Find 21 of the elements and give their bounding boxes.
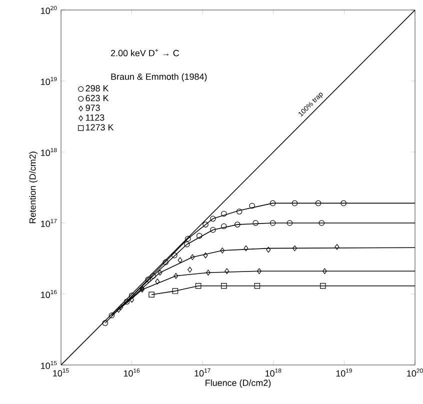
x-tick-label: 10$^{20}$ <box>407 368 423 377</box>
legend-label: 623 K <box>86 94 109 102</box>
y-tick-label: 10$^{19}$ <box>41 76 57 86</box>
legend-label: 1273 K <box>86 124 114 131</box>
x-tick-label: 10$^{15}$ <box>53 368 69 377</box>
y-tick-label: 10$^{15}$ <box>41 360 57 369</box>
x-tick-label: 10$^{17}$ <box>194 368 210 377</box>
legend-label: 298 K <box>86 85 109 92</box>
y-axis-title: Retention (D/cm2) <box>29 152 38 224</box>
x-tick-label: 10$^{18}$ <box>266 368 282 377</box>
x-tick-label: 10$^{19}$ <box>336 368 352 377</box>
x-axis-title: Fluence (D/cm2) <box>206 379 271 388</box>
x-tick-label: 10$^{16}$ <box>124 368 140 377</box>
y-tick-label: 10$^{17}$ <box>41 218 57 227</box>
y-tick-label: 10$^{18}$ <box>41 148 57 156</box>
y-tick-label: 10$^{20}$ <box>41 6 57 14</box>
legend-label: 1123 <box>86 114 104 121</box>
annotation: 2.00 keV D$^{+}$ → C <box>111 48 179 56</box>
legend-label: 973 <box>86 104 100 112</box>
y-tick-label: 10$^{16}$ <box>41 290 57 298</box>
annotation: Braun & Emmoth (1984) <box>111 73 207 82</box>
